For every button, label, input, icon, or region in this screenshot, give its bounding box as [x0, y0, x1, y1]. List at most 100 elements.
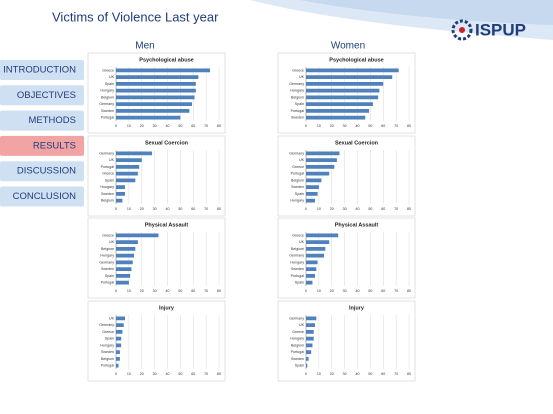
bar — [306, 102, 373, 107]
y-tick-label: Belgium — [291, 247, 304, 251]
bar — [116, 246, 136, 251]
y-tick-label: Portugal — [101, 165, 115, 169]
x-tick-label: 70 — [394, 289, 398, 293]
x-tick-label: 70 — [204, 289, 208, 293]
bar — [306, 95, 379, 100]
nav-button — [0, 161, 84, 182]
x-tick-label: 70 — [394, 124, 398, 128]
x-tick-label: 60 — [191, 124, 195, 128]
y-tick-label: Belgium — [101, 95, 114, 99]
nav-item[interactable]: RESULTS — [0, 135, 84, 156]
header-swoosh — [300, 0, 553, 25]
nav-item[interactable]: INTRODUCTION — [0, 60, 84, 80]
x-tick-label: 50 — [178, 124, 182, 128]
nav-item[interactable]: OBJECTIVES — [0, 85, 84, 106]
x-tick-label: 10 — [317, 124, 321, 128]
y-tick-label: Portugal — [101, 116, 115, 120]
bar — [306, 191, 318, 196]
x-tick-label: 50 — [368, 372, 372, 376]
bar — [116, 158, 142, 163]
x-tick-label: 40 — [166, 124, 170, 128]
bar — [116, 273, 131, 278]
bar — [306, 260, 318, 265]
y-tick-label: Germany — [99, 260, 114, 264]
bar — [116, 88, 196, 93]
bar — [116, 316, 126, 321]
x-tick-label: 20 — [140, 207, 144, 211]
y-tick-label: Spain — [105, 337, 114, 341]
y-tick-label: Germany — [289, 82, 304, 86]
nav-item[interactable]: METHODS — [0, 110, 84, 131]
x-tick-label: 70 — [394, 207, 398, 211]
y-tick-label: UK — [299, 240, 305, 244]
chart-title: Injury — [349, 305, 365, 311]
y-tick-label: UK — [109, 75, 115, 79]
y-tick-label: Germany — [99, 102, 114, 106]
x-tick-label: 10 — [127, 207, 131, 211]
bar — [306, 108, 370, 113]
x-tick-label: 80 — [407, 289, 411, 293]
y-tick-label: Hungary — [100, 343, 114, 347]
x-tick-label: 80 — [407, 124, 411, 128]
bar — [306, 158, 337, 163]
nav-item[interactable]: CONCLUSION — [0, 186, 84, 207]
x-tick-label: 60 — [381, 124, 385, 128]
bar — [116, 95, 195, 100]
chart-frame — [87, 217, 226, 299]
logo-icon — [459, 27, 465, 33]
bar — [116, 233, 159, 238]
bar — [116, 350, 120, 355]
bar — [116, 115, 181, 120]
bar — [116, 75, 199, 80]
bar — [306, 356, 309, 361]
x-tick-label: 80 — [217, 207, 221, 211]
y-tick-label: Hungary — [290, 89, 304, 93]
chart-title: Physical Assault — [335, 222, 379, 228]
y-tick-label: Sweden — [291, 116, 304, 120]
nav-button — [0, 135, 84, 156]
y-tick-label: Belgium — [291, 95, 304, 99]
bar — [306, 171, 330, 176]
chart-title: Psychological abuse — [329, 57, 383, 63]
x-tick-label: 20 — [330, 372, 334, 376]
x-tick-label: 60 — [191, 207, 195, 211]
bar — [306, 363, 308, 368]
y-tick-label: Belgium — [101, 199, 114, 203]
x-tick-label: 40 — [166, 289, 170, 293]
slide-title: Victims of Violence Last year — [52, 9, 219, 24]
bar — [116, 108, 190, 113]
nav-button — [0, 110, 84, 131]
x-tick-label: 0 — [115, 372, 117, 376]
y-tick-label: Spain — [105, 82, 114, 86]
nav-label: INTRODUCTION — [3, 65, 76, 76]
x-tick-label: 30 — [153, 207, 157, 211]
bar — [116, 329, 123, 334]
x-tick-label: 40 — [356, 289, 360, 293]
y-tick-label: UK — [299, 323, 305, 327]
x-tick-label: 80 — [217, 289, 221, 293]
bar — [306, 350, 312, 355]
x-tick-label: 40 — [356, 124, 360, 128]
bar — [116, 240, 138, 245]
x-tick-label: 0 — [115, 289, 117, 293]
x-tick-label: 20 — [140, 124, 144, 128]
group-label: Women — [331, 41, 365, 52]
chart-frame — [277, 300, 416, 382]
bar — [306, 343, 313, 348]
chart-frame — [277, 52, 416, 134]
bar — [306, 323, 316, 328]
y-tick-label: UK — [109, 158, 115, 162]
nav-label: RESULTS — [33, 140, 76, 151]
nav-item[interactable]: DISCUSSION — [0, 161, 84, 182]
y-tick-label: UK — [299, 158, 305, 162]
bar — [306, 233, 339, 238]
bar — [306, 267, 317, 272]
x-tick-label: 70 — [204, 207, 208, 211]
chart-title: Sexual Coercion — [145, 140, 189, 146]
chart-title: Injury — [159, 305, 175, 311]
y-tick-label: Spain — [105, 274, 114, 278]
nav-label: METHODS — [29, 115, 77, 126]
y-tick-label: Greece — [292, 165, 304, 169]
logo-text: ISPUP — [475, 20, 526, 39]
y-tick-label: Greece — [292, 233, 304, 237]
